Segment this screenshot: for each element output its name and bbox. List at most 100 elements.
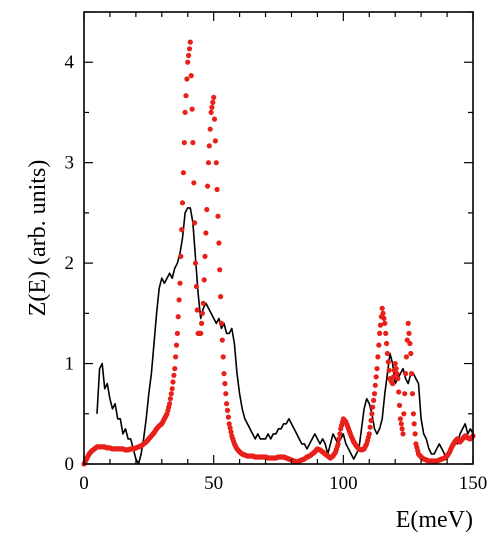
data-point-interp [175,314,181,320]
data-point-interp [168,391,174,397]
x-tick-label: 150 [459,473,488,494]
data-point-interp [223,391,229,397]
data-point [374,366,380,372]
data-point-interp [212,138,218,144]
data-point-interp [396,389,402,395]
data-point [177,280,183,286]
data-point [174,330,180,336]
data-point-interp [180,170,186,176]
data-point-interp [399,426,405,432]
data-point-interp [370,404,376,410]
data-point-interp [373,374,379,380]
data-point-interp [191,180,197,186]
data-point [221,371,227,377]
data-point-interp [380,310,386,316]
data-point-interp [178,253,184,259]
data-point-interp [181,140,187,146]
data-point [190,140,196,146]
data-point-interp [206,143,212,149]
data-point-interp [186,52,192,59]
data-point-interp [381,315,387,321]
data-point-interp [188,73,194,79]
data-point-interp [210,99,216,105]
data-point [224,401,230,407]
data-point-interp [173,342,180,348]
data-point-interp [183,93,189,99]
series-line-0 [96,207,474,465]
data-point-interp [207,126,213,132]
data-point-interp [377,322,384,328]
data-point-interp [396,402,403,408]
data-point-interp [184,76,190,82]
data-point [167,401,173,407]
data-point [211,94,217,100]
data-point [397,416,403,422]
axis-ticks [83,11,474,465]
data-point [379,305,385,311]
data-point-interp [167,396,173,402]
data-point [182,109,188,115]
x-tick-labels: 0 50 100 150 [79,473,487,494]
data-point-interp [179,227,185,233]
data-point [192,260,199,266]
data-point [408,350,414,357]
data-point-interp [186,46,193,52]
x-axis-label: E(meV) [396,507,473,533]
y-tick-label: 1 [65,354,75,375]
data-point-interp [336,436,342,442]
data-point-interp [222,381,228,387]
data-point [218,320,224,326]
data-point [366,431,372,437]
plot-frame [83,11,474,465]
data-point-interp [409,371,415,377]
data-point-interp [390,374,397,380]
data-point-interp [407,340,413,347]
data-point-interp [205,183,211,189]
data-point-interp [218,294,224,300]
series-dots-1 [81,39,476,467]
data-point-interp [170,379,176,385]
data-point-interp [411,421,417,427]
data-point-interp [224,407,231,413]
data-point-interp [201,277,207,283]
data-point [187,39,193,45]
data-point-interp [401,411,407,417]
data-point-interp [383,330,389,336]
data-point-interp [171,372,177,378]
data-point [371,391,378,397]
data-point [377,330,383,336]
data-point-interp [368,417,374,424]
data-point-interp [402,391,408,397]
data-point [395,376,401,382]
data-point-interp [217,267,223,273]
data-point-interp [376,342,382,348]
data-point-interp [194,307,200,313]
data-point [384,350,390,357]
data-point-interp [199,310,205,316]
data-point-interp [228,429,234,435]
data-point [392,361,398,367]
data-point-interp [412,431,418,437]
data-point [335,441,341,447]
data-point-interp [227,425,233,431]
data-point-interp [204,206,210,213]
data-point [410,411,416,417]
data-point [405,320,411,326]
data-point [216,240,222,246]
data-point-interp [219,337,225,343]
data-point-interp [385,359,391,365]
data-point [205,160,212,166]
data-point-interp [176,297,182,303]
data-point [382,320,388,326]
data-point-interp [367,424,373,430]
data-point-interp [189,106,195,112]
data-point [203,230,209,236]
data-point-interp [193,283,199,290]
data-point-interp [211,116,218,122]
y-axis-label: Z(E) (arb. units) [25,160,51,317]
data-point [390,381,396,387]
data-point-interp [220,354,226,360]
data-point-interp [384,340,390,347]
data-point-interp [192,220,198,226]
y-tick-label: 2 [65,253,75,274]
